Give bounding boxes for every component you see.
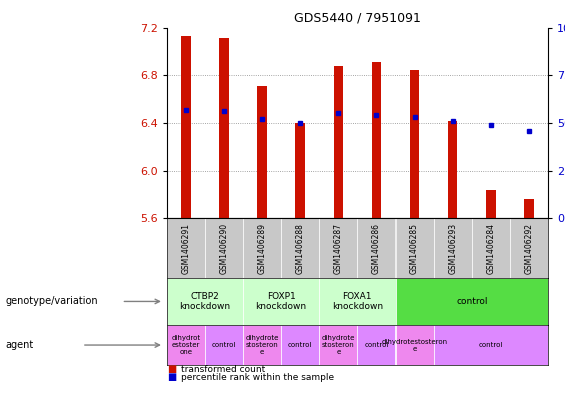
Text: control: control — [456, 297, 488, 306]
Bar — [167, 218, 205, 278]
Bar — [357, 218, 395, 278]
Bar — [281, 218, 319, 278]
Bar — [524, 199, 534, 218]
Bar — [219, 38, 229, 218]
Text: GSM1406288: GSM1406288 — [295, 223, 305, 274]
Text: FOXA1
knockdown: FOXA1 knockdown — [332, 292, 383, 311]
Text: ■: ■ — [167, 372, 176, 382]
Text: control: control — [364, 342, 389, 348]
Text: transformed count: transformed count — [181, 365, 265, 374]
Text: GSM1406285: GSM1406285 — [410, 223, 419, 274]
Bar — [167, 325, 205, 365]
Text: agent: agent — [6, 340, 34, 350]
Bar — [257, 86, 267, 218]
Bar — [181, 36, 190, 218]
Text: control: control — [479, 342, 503, 348]
Bar — [486, 190, 496, 218]
Text: ■: ■ — [167, 364, 176, 374]
Bar — [319, 218, 358, 278]
Bar — [396, 218, 434, 278]
Bar — [319, 278, 396, 325]
Text: GSM1406286: GSM1406286 — [372, 223, 381, 274]
Bar — [448, 121, 458, 218]
Bar — [410, 70, 419, 218]
Text: genotype/variation: genotype/variation — [6, 296, 98, 307]
Bar — [243, 278, 319, 325]
Bar — [396, 325, 434, 365]
Bar — [396, 278, 548, 325]
Bar — [295, 123, 305, 218]
Text: dihydrotestosteron
e: dihydrotestosteron e — [381, 338, 447, 352]
Text: control: control — [212, 342, 236, 348]
Text: GSM1406287: GSM1406287 — [334, 223, 343, 274]
Text: GSM1406292: GSM1406292 — [524, 223, 533, 274]
Bar — [319, 325, 358, 365]
Text: FOXP1
knockdown: FOXP1 knockdown — [255, 292, 307, 311]
Text: GSM1406289: GSM1406289 — [258, 223, 267, 274]
Bar — [472, 218, 510, 278]
Text: percentile rank within the sample: percentile rank within the sample — [181, 373, 334, 382]
Bar — [281, 325, 319, 365]
Bar — [372, 62, 381, 218]
Text: GSM1406290: GSM1406290 — [219, 223, 228, 274]
Bar — [434, 218, 472, 278]
Text: dihydrote
stosteron
e: dihydrote stosteron e — [245, 335, 279, 355]
Bar — [205, 218, 243, 278]
Text: dihydrote
stosteron
e: dihydrote stosteron e — [321, 335, 355, 355]
Text: GSM1406284: GSM1406284 — [486, 223, 496, 274]
Bar — [205, 325, 243, 365]
Bar — [357, 325, 395, 365]
Text: dihydrot
estoster
one: dihydrot estoster one — [171, 335, 201, 355]
Bar — [243, 325, 281, 365]
Text: GSM1406293: GSM1406293 — [448, 223, 457, 274]
Text: control: control — [288, 342, 312, 348]
Bar — [333, 66, 343, 218]
Text: GSM1406291: GSM1406291 — [181, 223, 190, 274]
Title: GDS5440 / 7951091: GDS5440 / 7951091 — [294, 12, 421, 25]
Bar — [434, 325, 548, 365]
Bar — [167, 278, 243, 325]
Bar — [243, 218, 281, 278]
Bar — [510, 218, 548, 278]
Text: CTBP2
knockdown: CTBP2 knockdown — [179, 292, 231, 311]
